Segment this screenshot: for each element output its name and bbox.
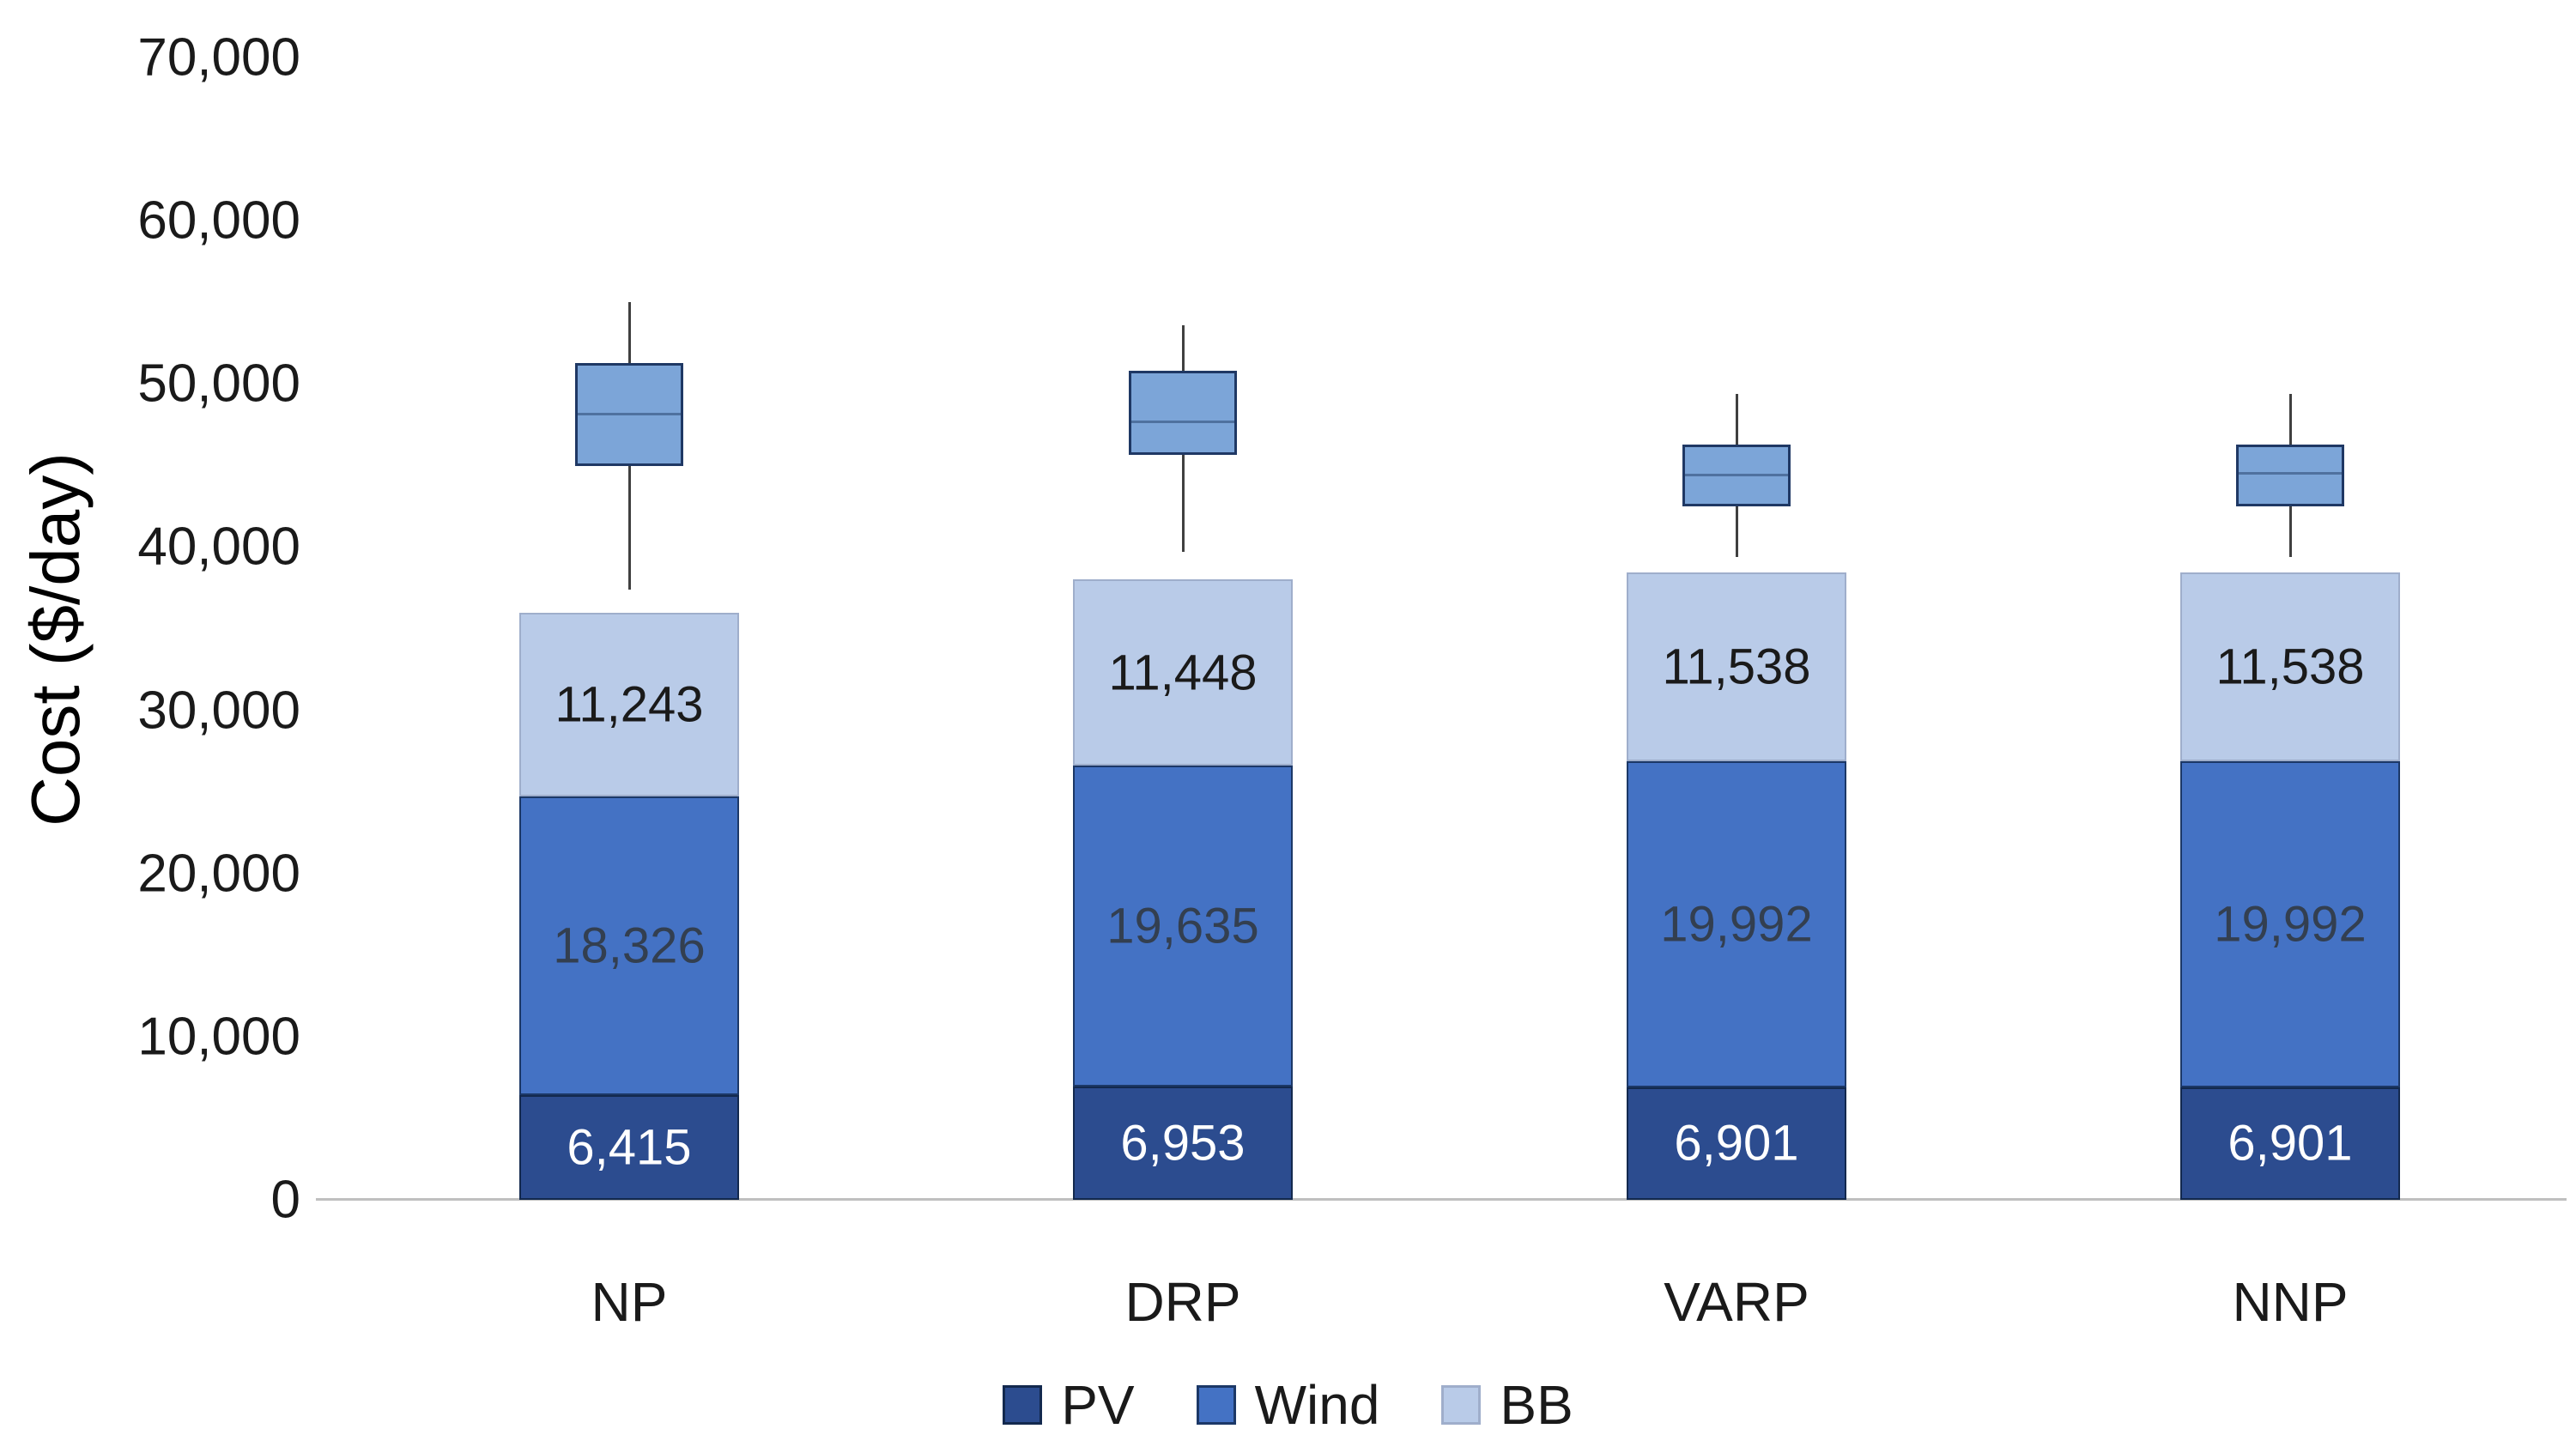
- bar-segment-wind-varp: [1627, 760, 1846, 1087]
- legend-swatch-pv-icon: [1003, 1385, 1043, 1425]
- legend-swatch-bb-icon: [1441, 1385, 1482, 1425]
- bar-segment-wind-nnp: [2180, 760, 2400, 1087]
- bar-label-pv-drp: 6,953: [1120, 1115, 1246, 1171]
- category-label-varp: VARP: [1664, 1271, 1809, 1333]
- boxplot-box-nnp: [2236, 444, 2344, 506]
- legend-swatch-wind-icon: [1196, 1385, 1236, 1425]
- legend-item-bb: BB: [1441, 1373, 1573, 1437]
- bar-segment-pv-varp: [1627, 1087, 1846, 1200]
- bar-label-bb-nnp: 11,538: [2215, 639, 2365, 695]
- y-tick-label-10000: 10,000: [137, 1007, 300, 1067]
- bar-label-pv-varp: 6,901: [1674, 1115, 1799, 1171]
- bar-label-wind-drp: 19,635: [1106, 898, 1259, 954]
- boxplot-box-drp: [1129, 371, 1237, 455]
- y-tick-label-50000: 50,000: [137, 354, 300, 414]
- boxplot-median-np: [578, 412, 681, 415]
- bar-label-wind-varp: 19,992: [1660, 896, 1813, 953]
- bar-label-bb-np: 11,243: [555, 676, 704, 733]
- bar-segment-pv-np: [519, 1095, 739, 1200]
- bar-label-pv-np: 6,415: [567, 1119, 692, 1176]
- boxplot-median-nnp: [2239, 472, 2342, 475]
- y-tick-label-40000: 40,000: [137, 517, 300, 577]
- bar-segment-bb-np: [519, 612, 739, 796]
- legend-label-pv: PV: [1061, 1374, 1135, 1436]
- y-tick-label-0: 0: [270, 1170, 300, 1230]
- bar-label-bb-drp: 11,448: [1108, 645, 1258, 701]
- boxplot-median-varp: [1685, 474, 1788, 477]
- category-label-drp: DRP: [1124, 1271, 1241, 1333]
- category-label-np: NP: [591, 1271, 668, 1333]
- legend-item-wind: Wind: [1196, 1373, 1380, 1437]
- bar-label-bb-varp: 11,538: [1662, 639, 1811, 695]
- bar-segment-bb-varp: [1627, 572, 1846, 761]
- bar-label-wind-nnp: 19,992: [2214, 896, 2367, 953]
- y-tick-label-70000: 70,000: [137, 27, 300, 88]
- legend-label-wind: Wind: [1254, 1374, 1380, 1436]
- bar-segment-pv-drp: [1073, 1086, 1293, 1200]
- y-tick-label-20000: 20,000: [137, 844, 300, 904]
- bar-segment-bb-drp: [1073, 578, 1293, 766]
- bar-segment-bb-nnp: [2180, 572, 2400, 761]
- legend-item-pv: PV: [1003, 1373, 1135, 1437]
- legend-label-bb: BB: [1500, 1374, 1573, 1436]
- legend: PV Wind BB: [0, 1373, 2576, 1437]
- y-tick-label-60000: 60,000: [137, 191, 300, 251]
- bar-label-wind-np: 18,326: [553, 917, 706, 974]
- boxplot-median-drp: [1131, 421, 1234, 424]
- category-label-nnp: NNP: [2232, 1271, 2349, 1333]
- bar-segment-wind-drp: [1073, 766, 1293, 1087]
- x-axis-line: [316, 1198, 2567, 1201]
- y-tick-label-30000: 30,000: [137, 681, 300, 741]
- bar-label-pv-nnp: 6,901: [2227, 1115, 2353, 1171]
- bar-segment-pv-nnp: [2180, 1087, 2400, 1200]
- bar-segment-wind-np: [519, 796, 739, 1096]
